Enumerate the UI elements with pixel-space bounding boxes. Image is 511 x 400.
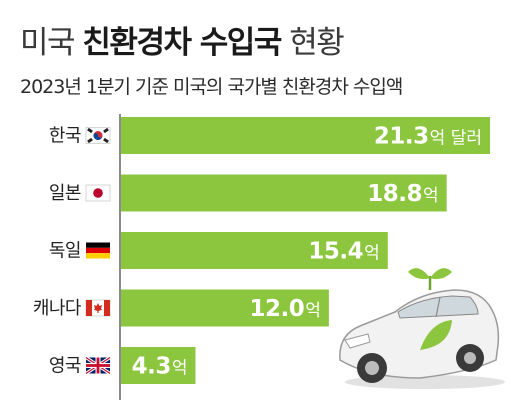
data-label-unit: 억 [423, 186, 439, 206]
data-label-value: 12.0 [249, 296, 304, 322]
title-prefix: 미국 [20, 25, 76, 61]
data-label: 15.4억 [308, 239, 379, 265]
category-label: 한국 [49, 126, 81, 147]
uk-flag-icon [85, 356, 111, 375]
data-label: 21.3억 달러 [374, 124, 482, 150]
data-label-unit: 억 [305, 301, 321, 321]
data-label-unit: 억 [172, 359, 188, 379]
japan-flag-icon [85, 184, 111, 202]
data-label-value: 15.4 [308, 239, 363, 265]
category-label: 영국 [49, 356, 81, 377]
category-label: 독일 [49, 241, 81, 262]
title-suffix: 현황 [289, 25, 345, 61]
data-label: 12.0억 [249, 296, 320, 322]
bar [121, 289, 329, 327]
chart-subtitle: 2023년 1분기 기준 미국의 국가별 친환경차 수입액 [20, 76, 403, 98]
data-label: 18.8억 [367, 181, 438, 207]
canada-flag-icon [85, 299, 111, 317]
eco-car-icon [339, 268, 505, 389]
data-label: 4.3억 [132, 354, 188, 380]
category-label: 일본 [49, 183, 81, 204]
data-label-value: 18.8 [367, 181, 422, 207]
germany-flag-icon [86, 242, 110, 259]
category-label: 캐나다 [33, 298, 82, 319]
bar [121, 232, 388, 269]
data-label-unit: 억 [364, 244, 380, 264]
title-highlight: 친환경차 수입국 [82, 25, 282, 61]
bar [121, 347, 196, 384]
korea-flag-icon [85, 127, 111, 144]
data-label-value: 21.3 [374, 124, 429, 150]
data-label-unit: 억 달러 [430, 129, 482, 149]
bar [121, 174, 447, 212]
chart-title: 미국 친환경차 수입국 현황 [20, 17, 345, 62]
bar [121, 117, 490, 154]
data-label-value: 4.3 [132, 354, 171, 380]
